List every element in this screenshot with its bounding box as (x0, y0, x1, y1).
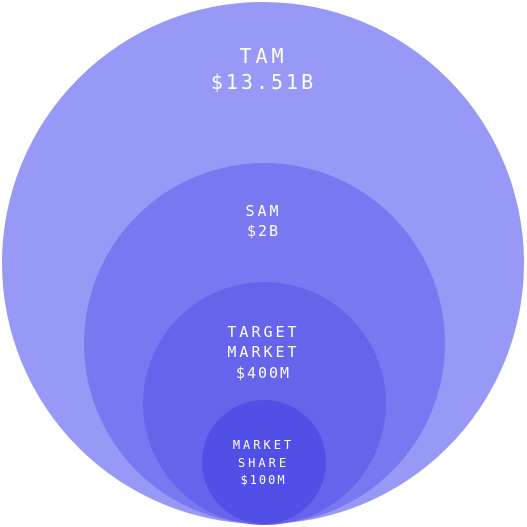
tam-value: $13.51B (210, 70, 317, 94)
tam-label: TAM (239, 44, 288, 68)
target-market-label-line2: MARKET (227, 343, 300, 361)
market-share-label-line2: SHARE (237, 456, 290, 470)
target-market-label-line1: TARGET (227, 323, 300, 341)
sam-label: SAM (245, 202, 282, 220)
target-market-value: $400M (235, 364, 292, 382)
sam-value: $2B (246, 222, 281, 240)
market-share-circle (202, 400, 326, 524)
market-share-label-line1: MARKET (232, 438, 295, 452)
market-share-value: $100M (240, 473, 287, 487)
